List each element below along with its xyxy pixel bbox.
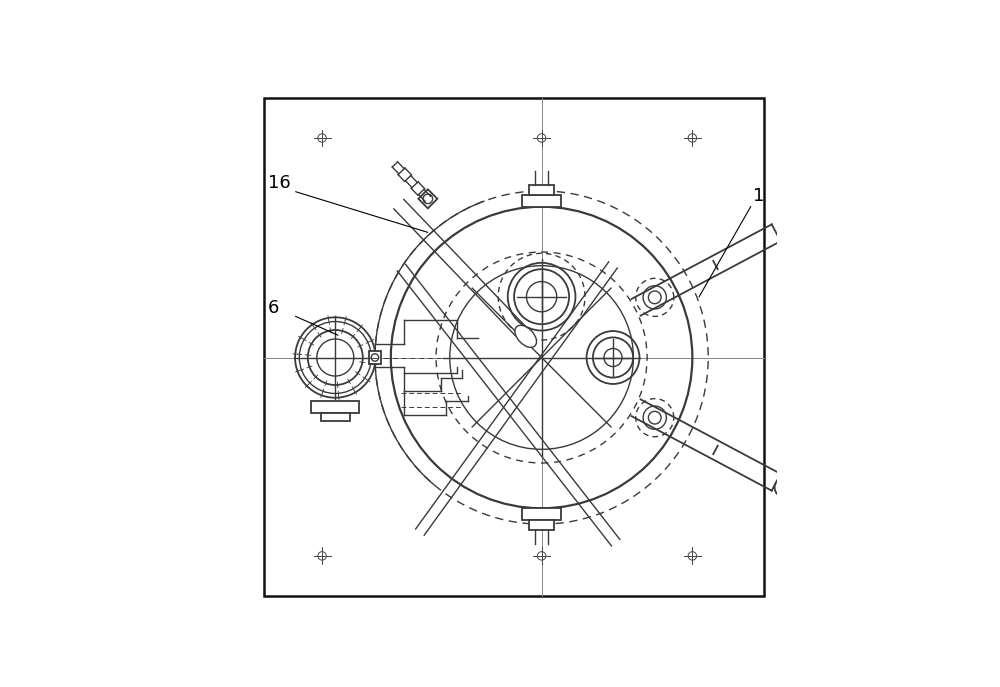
Text: 6: 6 <box>268 299 279 317</box>
Text: 1: 1 <box>753 188 765 205</box>
Circle shape <box>775 478 794 497</box>
Circle shape <box>780 483 788 492</box>
Polygon shape <box>418 190 437 208</box>
Text: 16: 16 <box>268 174 291 192</box>
Bar <box>529 520 554 530</box>
Bar <box>522 508 561 520</box>
Bar <box>369 351 381 364</box>
Bar <box>311 401 359 413</box>
Ellipse shape <box>515 326 537 348</box>
Bar <box>522 195 561 207</box>
Bar <box>321 413 350 421</box>
Bar <box>529 185 554 195</box>
